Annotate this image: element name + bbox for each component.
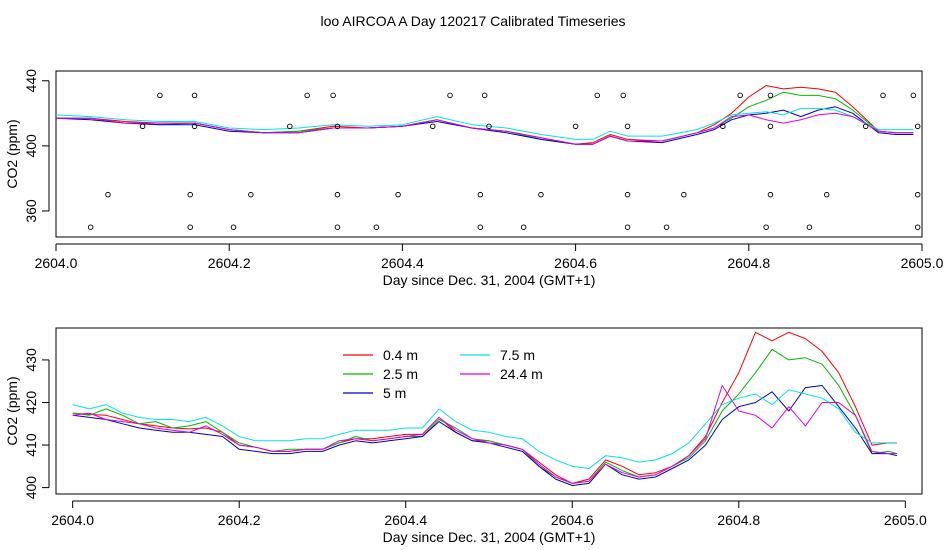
x-tick-label: 2605.0 (884, 512, 927, 528)
y-axis-label: CO2 (ppm) (4, 376, 20, 445)
data-marker (334, 123, 341, 130)
data-marker (334, 224, 341, 230)
series-line (56, 91, 914, 145)
data-marker (763, 224, 769, 230)
data-marker (806, 224, 813, 230)
bottom-panel: 2604.0 2604.2 2604.4 2604.6 2604.8 2605.0 Day … (4, 327, 927, 545)
x-tick-label: 2605.0 (901, 255, 944, 271)
x-tick-label: 2604.6 (554, 255, 597, 271)
x-tick-label: 2604.2 (218, 512, 261, 528)
legend-label: 24.4 m (500, 366, 543, 382)
legend-label: 7.5 m (500, 347, 535, 363)
data-marker (767, 191, 774, 198)
y-tick-label: 420 (23, 391, 39, 415)
data-marker (767, 92, 774, 99)
x-tick-label: 2604.0 (51, 512, 94, 528)
x-tick-label: 2604.2 (208, 255, 251, 271)
series-line (72, 389, 897, 469)
data-marker (520, 224, 527, 230)
data-marker (862, 123, 869, 130)
data-marker (157, 92, 163, 99)
data-marker (767, 123, 774, 130)
y-tick-label: 440 (23, 69, 39, 93)
x-tick-label: 2604.0 (35, 255, 78, 271)
data-marker (910, 92, 917, 99)
data-marker (105, 191, 111, 198)
series-line (72, 348, 898, 484)
data-marker (914, 123, 921, 130)
y-tick-label: 400 (23, 476, 39, 500)
series-line (56, 112, 914, 145)
data-marker (481, 92, 488, 99)
x-tick-label: 2604.4 (381, 255, 424, 271)
data-marker (191, 92, 198, 99)
x-axis-label: Day since Dec. 31, 2004 (GMT+1) (383, 272, 596, 288)
data-marker (287, 123, 293, 130)
y-tick-label: 430 (23, 348, 39, 372)
data-marker (429, 123, 436, 130)
figure-title: loo AIRCOA A Day 120217 Calibrated Times… (320, 13, 625, 29)
x-tick-label: 2604.6 (551, 512, 594, 528)
series-line (72, 385, 897, 484)
data-marker (304, 92, 310, 99)
data-marker (663, 224, 670, 230)
series-line (55, 107, 914, 140)
data-marker (187, 191, 193, 198)
x-axis-label: Day since Dec. 31, 2004 (GMT+1) (383, 529, 596, 545)
y-axis-label: CO2 (ppm) (4, 119, 20, 188)
data-marker (330, 92, 336, 99)
data-marker (334, 191, 341, 198)
data-marker (620, 92, 626, 99)
x-tick-label: 2604.8 (717, 512, 760, 528)
data-marker (880, 92, 886, 99)
data-marker (823, 191, 830, 198)
legend-label: 0.4 m (383, 347, 418, 363)
data-marker (395, 191, 401, 198)
plot-frame (55, 70, 923, 238)
data-marker (230, 224, 237, 230)
top-panel: 2604.0 2604.2 2604.4 2604.6 2604.8 2605.0 Day … (4, 69, 944, 288)
data-marker (624, 224, 631, 230)
data-marker (624, 191, 631, 198)
data-marker (486, 123, 492, 130)
data-marker (447, 92, 453, 99)
data-marker (477, 224, 484, 230)
data-marker (914, 191, 921, 198)
y-tick-label: 410 (23, 433, 39, 457)
legend-label: 2.5 m (383, 366, 418, 382)
data-marker (538, 191, 544, 198)
data-marker (594, 92, 601, 99)
data-marker (373, 224, 380, 230)
y-tick-label: 360 (23, 199, 39, 223)
data-marker (477, 191, 484, 198)
data-marker (572, 123, 579, 130)
legend-label: 5 m (383, 385, 406, 401)
data-marker (914, 224, 921, 230)
data-marker (681, 191, 687, 198)
data-marker (191, 123, 198, 130)
series-line (72, 385, 898, 486)
data-marker (139, 123, 146, 130)
data-marker (87, 224, 94, 230)
x-tick-label: 2604.4 (384, 512, 427, 528)
data-marker (624, 123, 631, 130)
data-marker (187, 224, 193, 230)
data-marker (248, 191, 254, 198)
plot-frame (55, 327, 923, 495)
y-tick-label: 400 (23, 134, 39, 158)
data-marker (737, 92, 743, 99)
data-marker (720, 123, 726, 130)
x-tick-label: 2604.8 (727, 255, 770, 271)
